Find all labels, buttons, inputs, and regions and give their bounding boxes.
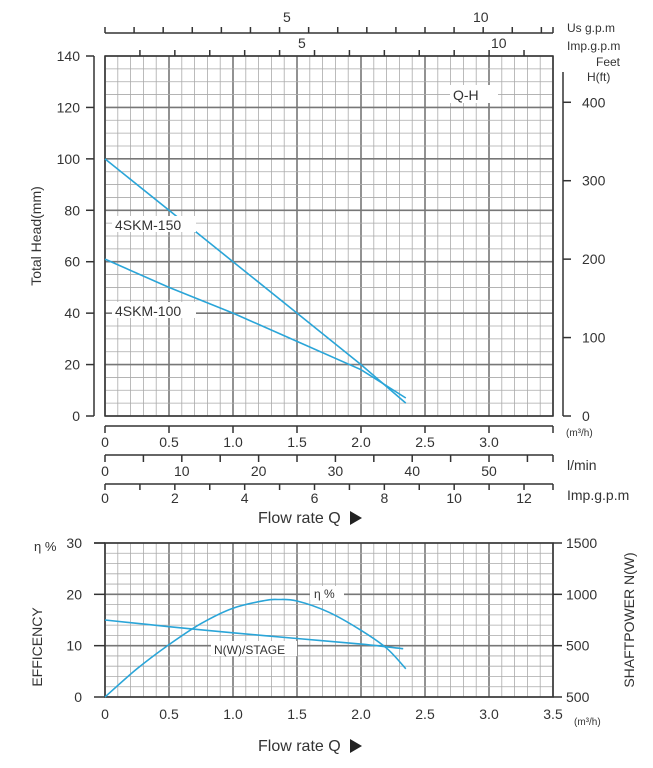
eff-x-tick-label: 1.5 xyxy=(287,706,307,722)
imp-gpm-tick-label: 4 xyxy=(241,490,249,506)
imp-gpm-tick-label: 2 xyxy=(171,490,179,506)
lmin-tick-label: 50 xyxy=(481,463,497,479)
feet-tick-label: 400 xyxy=(582,94,606,110)
efficiency-curve xyxy=(104,598,407,698)
eff-x-tick-label: 2.5 xyxy=(415,706,435,722)
m3h-unit-bottom: (m³/h) xyxy=(574,717,601,728)
series2-label-bg xyxy=(112,302,196,318)
lmin-tick-label: 10 xyxy=(174,463,190,479)
y-tick-label: 20 xyxy=(64,357,80,373)
eff-y-tick-label: 30 xyxy=(66,535,82,551)
lmin-tick-label: 0 xyxy=(101,463,109,479)
lmin-tick-label: 30 xyxy=(328,463,344,479)
feet-tick-label: 0 xyxy=(582,408,590,424)
plot-frame xyxy=(104,542,554,698)
eff-y-tick-label: 20 xyxy=(66,586,82,602)
y-tick-label: 60 xyxy=(64,254,80,270)
imp-gpm-tick-label: 12 xyxy=(516,490,532,506)
x-axis-title-flow-rate-2: Flow rate Q xyxy=(258,738,341,755)
eta-curve-label-bg xyxy=(310,586,344,600)
eff-y-tick-label: 0 xyxy=(74,689,82,705)
x-axis-title-flow-rate-1: Flow rate Q xyxy=(258,510,341,527)
eff-y-tick-label: 10 xyxy=(66,638,82,654)
shaftpower-tick-label: 1500 xyxy=(566,535,597,551)
imp-gpm-bottom-unit: Imp.g.p.m xyxy=(567,487,629,503)
eta-curve-label: η % xyxy=(314,587,335,601)
qh-grid xyxy=(104,55,554,417)
nw-stage-label: N(W)/STAGE xyxy=(214,643,285,657)
plot-frame xyxy=(104,55,554,417)
y-tick-label: 120 xyxy=(57,99,81,115)
series1-label-bg xyxy=(112,216,196,232)
arrow-right-icon-2 xyxy=(350,739,362,753)
imp-gpm-tick-label: 0 xyxy=(101,490,109,506)
m3h-tick-label: 1.0 xyxy=(223,434,243,450)
lmin-tick-label: 20 xyxy=(251,463,267,479)
qh-curve-4skm-150 xyxy=(104,158,407,404)
qh-label-bg xyxy=(450,85,498,103)
imp-gpm-tick-label: 6 xyxy=(311,490,319,506)
top-imp-gpm-tick-5: 5 xyxy=(298,35,306,51)
m3h-tick-label: 0 xyxy=(101,434,109,450)
arrow-right-icon xyxy=(350,511,362,525)
imp-gpm-top-unit: Imp.g.p.m xyxy=(567,39,620,53)
shaftpower-curve xyxy=(104,619,404,650)
qh-label: Q-H xyxy=(453,87,479,103)
feet-tick-label: 200 xyxy=(582,251,606,267)
lmin-tick-label: 40 xyxy=(404,463,420,479)
shaftpower-tick-label: 1000 xyxy=(566,586,597,602)
eff-x-tick-label: 3.0 xyxy=(479,706,499,722)
feet-tick-label: 300 xyxy=(582,173,606,189)
series-label-4skm-100: 4SKM-100 xyxy=(115,303,181,319)
m3h-tick-label: 3.0 xyxy=(479,434,499,450)
imp-gpm-tick-label: 8 xyxy=(380,490,388,506)
top-us-gpm-tick-10: 10 xyxy=(473,9,489,25)
m3h-tick-label: 2.5 xyxy=(415,434,435,450)
nw-label-bg xyxy=(211,641,297,656)
feet-tick-label: 100 xyxy=(582,330,606,346)
m3h-tick-label: 0.5 xyxy=(159,434,179,450)
series-label-4skm-150: 4SKM-150 xyxy=(115,217,181,233)
eff-x-tick-label: 2.0 xyxy=(351,706,371,722)
shaftpower-tick-label: 500 xyxy=(566,689,590,705)
hft-label: H(ft) xyxy=(587,70,610,84)
eta-unit-label: η % xyxy=(34,539,57,554)
lmin-unit: l/min xyxy=(567,457,597,473)
m3h-tick-label: 1.5 xyxy=(287,434,307,450)
shaftpower-tick-label: 500 xyxy=(566,638,590,654)
y-tick-label: 140 xyxy=(57,48,81,64)
qh-curve-4skm-100 xyxy=(104,258,407,399)
y-tick-label: 100 xyxy=(57,151,81,167)
curves xyxy=(104,158,407,698)
feet-label: Feet xyxy=(596,55,621,69)
y-axis-title-shaftpower: SHAFTPOWER N(W) xyxy=(621,552,637,687)
y-axis-title-total-head: Total Head(mm) xyxy=(28,186,44,286)
us-gpm-unit: Us g.p.m xyxy=(567,21,615,35)
imp-gpm-tick-label: 10 xyxy=(446,490,462,506)
y-tick-label: 40 xyxy=(64,305,80,321)
efficiency-grid xyxy=(104,542,554,698)
m3h-tick-label: 2.0 xyxy=(351,434,371,450)
m3h-unit-top: (m³/h) xyxy=(566,428,593,439)
eff-x-tick-label: 3.5 xyxy=(543,706,563,722)
top-us-gpm-tick-5: 5 xyxy=(283,9,291,25)
y-tick-label: 0 xyxy=(72,408,80,424)
eff-x-tick-label: 0 xyxy=(101,706,109,722)
eff-x-tick-label: 1.0 xyxy=(223,706,243,722)
eff-x-tick-label: 0.5 xyxy=(159,706,179,722)
y-axis-title-efficiency: EFFICENCY xyxy=(29,607,45,687)
y-tick-label: 80 xyxy=(64,202,80,218)
top-imp-gpm-tick-10: 10 xyxy=(491,35,507,51)
